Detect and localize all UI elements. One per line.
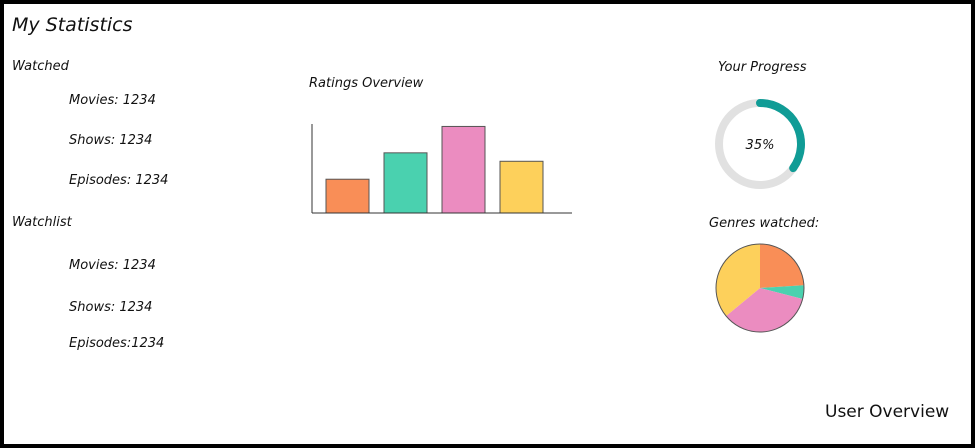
progress-ring: 35% (715, 99, 805, 189)
genre-slice (760, 244, 804, 288)
rating-bar (441, 125, 486, 214)
genres-pie-chart (715, 243, 805, 333)
ratings-bar-chart (311, 124, 572, 214)
page-title: My Statistics (12, 14, 133, 36)
rating-bar (499, 160, 544, 214)
user-overview-label: User Overview (825, 402, 950, 422)
genre-slice (726, 288, 803, 332)
progress-fill (756, 99, 805, 173)
watchlist-movies: Movies: 1234 (69, 258, 156, 273)
watched-heading: Watched (12, 59, 69, 74)
genres-chart-title: Genres watched: (709, 216, 820, 231)
watchlist-heading: Watchlist (12, 215, 72, 230)
watchlist-episodes: Episodes:1234 (69, 336, 165, 351)
pie-outline (715, 243, 805, 333)
watchlist-shows: Shows: 1234 (69, 300, 153, 315)
genre-slice (760, 285, 804, 299)
watched-episodes: Episodes: 1234 (69, 173, 169, 188)
progress-label: 35% (746, 138, 775, 153)
ratings-chart-title: Ratings Overview (309, 76, 424, 91)
progress-title: Your Progress (718, 60, 807, 75)
genre-slice (716, 244, 760, 317)
watched-movies: Movies: 1234 (69, 93, 156, 108)
rating-bar (383, 152, 428, 214)
rating-bar (325, 178, 370, 214)
watched-shows: Shows: 1234 (69, 133, 153, 148)
